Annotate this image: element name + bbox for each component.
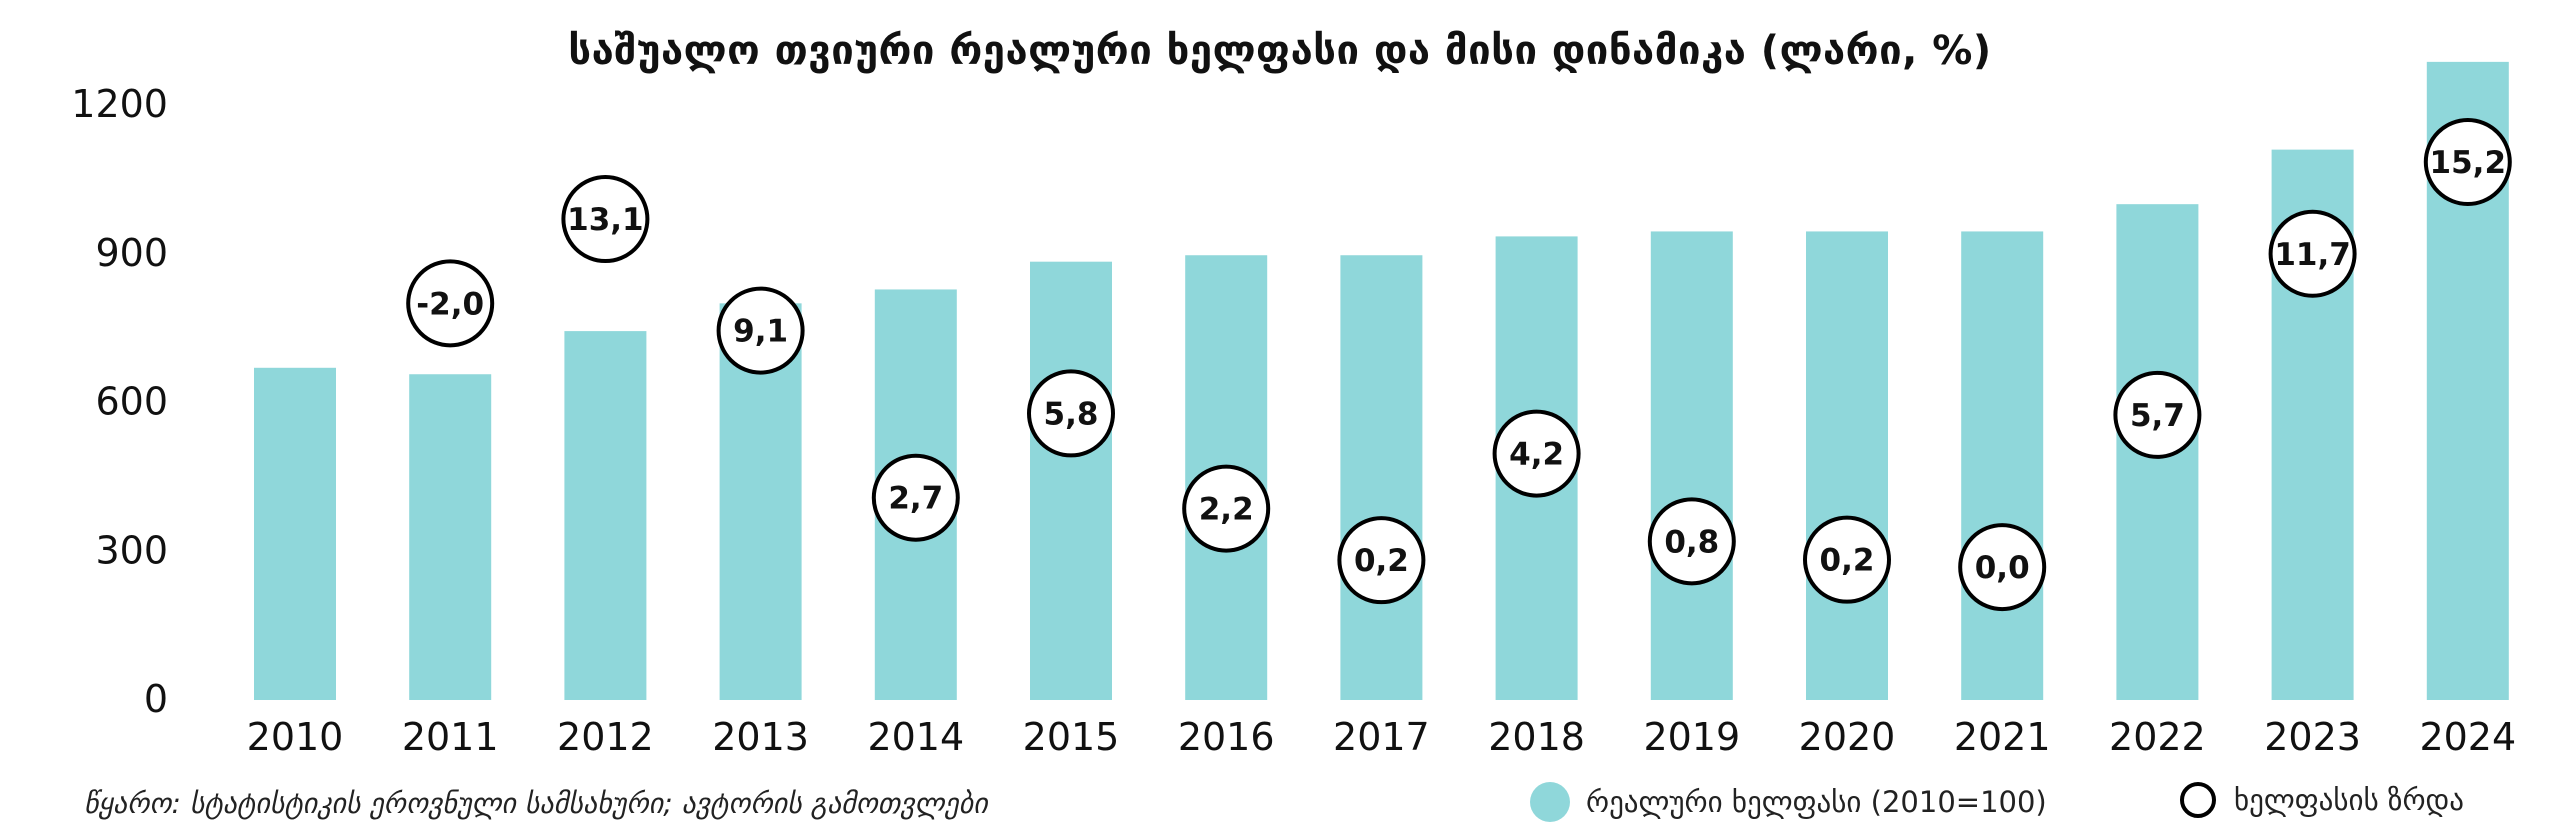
bar-2015 [1030,261,1112,700]
growth-label-2023: 11,7 [2274,237,2351,273]
growth-marker-2023 [2268,209,2357,298]
chart-title: საშუალო თვიური რეალური ხელფასი და მისი დ… [568,28,1992,74]
x-tick-label-2016: 2016 [1178,715,1275,759]
growth-label-2016: 2,2 [1199,492,1254,528]
y-tick-label: 900 [95,231,168,275]
x-tick-label-2023: 2023 [2264,715,2361,759]
growth-label-2013: 9,1 [733,314,788,350]
growth-marker-2014 [871,453,960,542]
legend-item-wage-growth: ხელფასის ზრდა [2180,782,2464,818]
x-tick-label-2015: 2015 [1023,715,1120,759]
bar-2019 [1650,231,1733,700]
x-tick-label-2011: 2011 [402,715,499,759]
bar-2020 [1806,231,1888,700]
x-tick-label-2021: 2021 [1954,715,2051,759]
bar-2010 [254,367,336,700]
source-note: წყარო: სტატისტიკის ეროვნული სამსახური; ა… [84,787,988,820]
growth-label-2014: 2,7 [888,481,943,517]
bar-2021 [1961,231,2044,700]
y-tick-label: 1200 [71,82,168,126]
growth-label-2015: 5,8 [1044,396,1099,432]
bar-2011 [409,374,492,700]
growth-marker-2011 [406,259,495,348]
x-tick-label-2013: 2013 [712,715,809,759]
growth-marker-2021 [1958,523,2047,612]
growth-label-2021: 0,0 [1975,550,2030,586]
y-tick-label: 0 [144,677,168,721]
x-tick-label-2018: 2018 [1488,715,1585,759]
x-tick-label-2017: 2017 [1333,715,1430,759]
bar-2017 [1340,255,1423,701]
growth-label-2020: 0,2 [1820,543,1875,579]
growth-label-2019: 0,8 [1664,524,1719,560]
growth-marker-2016 [1182,464,1271,553]
x-tick-label-2024: 2024 [2419,715,2516,759]
y-tick-label: 300 [95,528,168,572]
x-tick-label-2022: 2022 [2109,715,2206,759]
legend-label-real-wage: რეალური ხელფასი (2010=100) [1586,785,2047,819]
x-tick-label-2020: 2020 [1799,715,1896,759]
legend-item-real-wage: რეალური ხელფასი (2010=100) [1530,782,2047,822]
growth-marker-2024 [2423,118,2512,207]
growth-marker-2019 [1647,497,1736,586]
x-tick-label-2019: 2019 [1643,715,1740,759]
x-tick-label-2014: 2014 [867,715,964,759]
growth-marker-2017 [1337,516,1426,605]
growth-marker-2020 [1803,515,1891,604]
x-tick-label-2010: 2010 [247,715,344,759]
bar-2012 [564,331,647,700]
legend-swatch-bar [1530,782,1570,822]
growth-marker-2015 [1027,369,1115,458]
growth-marker-2022 [2113,370,2202,459]
growth-label-2017: 0,2 [1354,543,1409,579]
y-tick-label: 600 [95,380,168,424]
growth-marker-2018 [1492,409,1581,498]
growth-label-2012: 13,1 [567,202,644,238]
growth-label-2011: -2,0 [416,286,484,322]
growth-label-2024: 15,2 [2430,145,2507,181]
growth-label-2018: 4,2 [1509,437,1564,473]
legend-label-wage-growth: ხელფასის ზრდა [2234,783,2464,817]
growth-marker-2013 [716,286,805,375]
growth-marker-2012 [561,175,650,264]
x-tick-label-2012: 2012 [557,715,654,759]
growth-label-2022: 5,7 [2130,398,2185,434]
legend-swatch-circle [2180,782,2216,818]
